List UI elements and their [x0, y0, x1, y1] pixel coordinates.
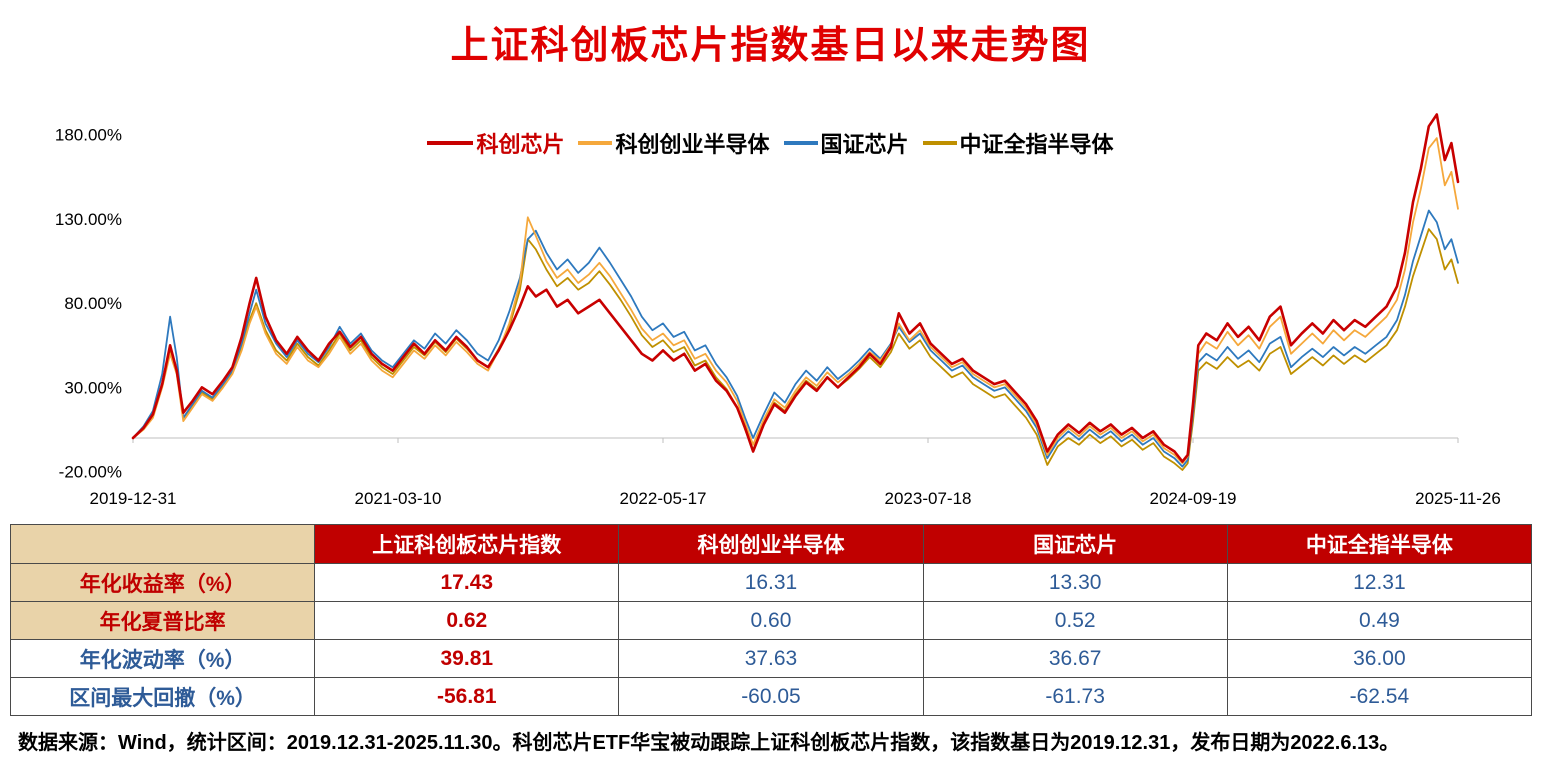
x-axis-label: 2023-07-18 — [885, 489, 972, 508]
column-header-cni-chip: 国证芯片 — [922, 524, 1228, 564]
trend-chart: 2019-12-31 2021-03-10 2022-05-17 2023-07-18… — [0, 73, 1541, 518]
x-axis-label: 2021-03-10 — [355, 489, 442, 508]
page-title: 上证科创板芯片指数基日以来走势图 — [450, 25, 1091, 67]
value-cell: 12.31 — [1226, 563, 1533, 602]
y-axis-label: -20.00% — [59, 463, 122, 482]
value-cell: 16.31 — [618, 563, 924, 602]
column-header-sse-star-chip-index: 上证科创板芯片指数 — [314, 524, 620, 564]
x-axis-label: 2025-11-26 — [1415, 489, 1501, 508]
trend-line-chart: 2019-12-31 2021-03-10 2022-05-17 2023-07-18… — [55, 113, 1501, 508]
stats-table: 上证科创板芯片指数 科创创业半导体 国证芯片 中证全指半导体 年化收益率（%） … — [9, 524, 1533, 716]
y-axis-label: 80.00% — [64, 294, 122, 313]
table-row: 年化夏普比率 0.62 0.60 0.52 0.49 — [9, 601, 1533, 640]
table-corner-cell — [9, 524, 316, 564]
table-header-row: 上证科创板芯片指数 科创创业半导体 国证芯片 中证全指半导体 — [9, 524, 1533, 564]
value-cell: -56.81 — [314, 677, 620, 716]
table-row: 年化波动率（%） 39.81 37.63 36.67 36.00 — [9, 639, 1533, 678]
series-line — [132, 209, 1459, 468]
chart-page: 上证科创板芯片指数基日以来走势图 2019-12-31 2021-03-10 202… — [0, 14, 1541, 761]
x-axis-label: 2019-12-31 — [90, 489, 177, 508]
series-line — [132, 137, 1459, 465]
value-cell: 0.49 — [1226, 601, 1533, 640]
value-cell: 0.52 — [922, 601, 1228, 640]
x-axis-label: 2024-09-19 — [1150, 489, 1237, 508]
value-cell: -60.05 — [618, 677, 924, 716]
value-cell: 36.00 — [1226, 639, 1533, 678]
series-line — [131, 113, 1460, 463]
table-row: 区间最大回撤（%） -56.81 -60.05 -61.73 -62.54 — [9, 677, 1533, 716]
row-label-annualized-sharpe: 年化夏普比率 — [9, 601, 316, 640]
column-header-csi-all-semiconductor: 中证全指半导体 — [1226, 524, 1533, 564]
y-axis-label: 30.00% — [64, 378, 122, 397]
y-axis-label: 180.00% — [55, 126, 122, 145]
column-header-star-chinext-semiconductor: 科创创业半导体 — [618, 524, 924, 564]
value-cell: 13.30 — [922, 563, 1228, 602]
x-axis-label: 2022-05-17 — [620, 489, 707, 508]
value-cell: -62.54 — [1226, 677, 1533, 716]
row-label-max-drawdown: 区间最大回撤（%） — [9, 677, 316, 716]
value-cell: 36.67 — [922, 639, 1228, 678]
value-cell: -61.73 — [922, 677, 1228, 716]
value-cell: 0.62 — [314, 601, 620, 640]
y-axis-label: 130.00% — [55, 210, 122, 229]
row-label-annualized-return: 年化收益率（%） — [9, 563, 316, 602]
value-cell: 37.63 — [618, 639, 924, 678]
data-source-note: 数据来源：Wind，统计区间：2019.12.31-2025.11.30。科创芯… — [18, 732, 1400, 754]
table-row: 年化收益率（%） 17.43 16.31 13.30 12.31 — [9, 563, 1533, 602]
value-cell: 17.43 — [314, 563, 620, 602]
row-label-annualized-volatility: 年化波动率（%） — [9, 639, 316, 678]
value-cell: 0.60 — [618, 601, 924, 640]
value-cell: 39.81 — [314, 639, 620, 678]
